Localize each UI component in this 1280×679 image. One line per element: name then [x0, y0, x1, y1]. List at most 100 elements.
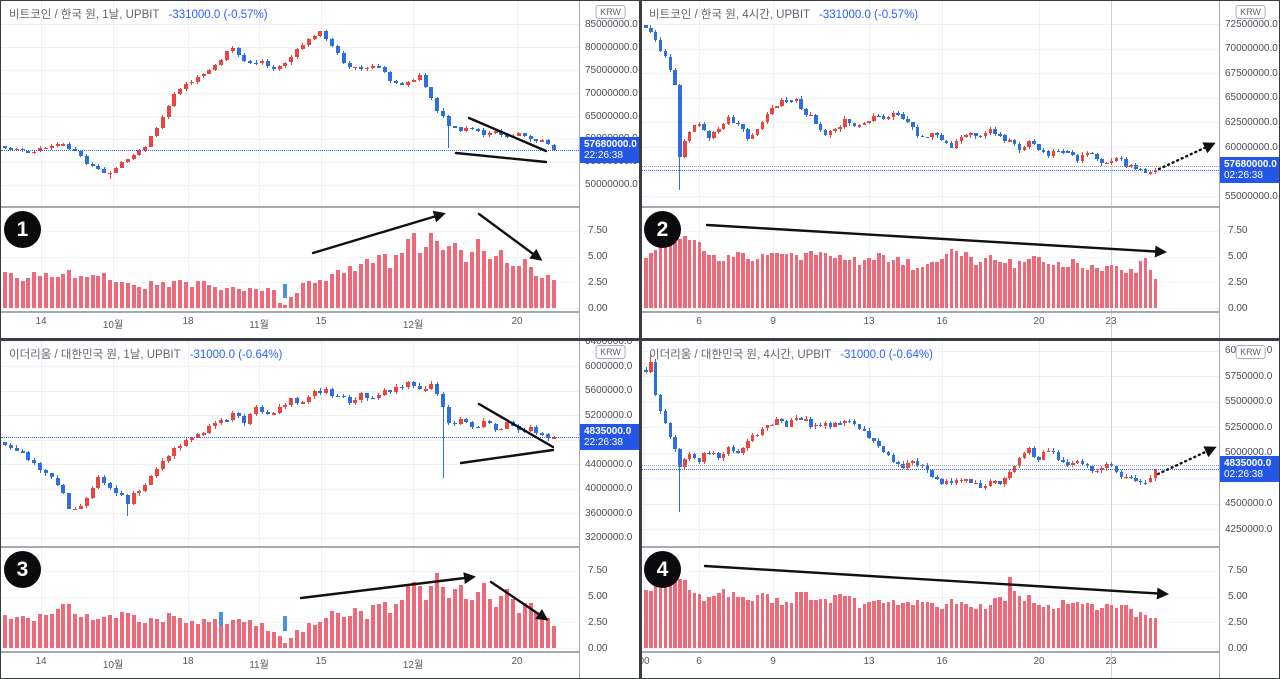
- candle-wick: [1125, 473, 1127, 479]
- candle: [692, 453, 697, 459]
- time-tick-label[interactable]: 23: [1105, 656, 1117, 667]
- candle: [55, 144, 60, 146]
- volume-bar: [260, 623, 264, 648]
- candle: [770, 424, 774, 427]
- candle: [14, 447, 19, 451]
- time-tick-label[interactable]: 15: [315, 316, 327, 327]
- candle: [998, 134, 1002, 136]
- candle: [1017, 458, 1022, 466]
- time-tick-label[interactable]: 20: [511, 316, 523, 327]
- symbol-title[interactable]: 이더리움 / 대한민국 원, 1날, UPBIT: [9, 349, 181, 361]
- volume-bar: [546, 274, 551, 308]
- time-tick-label[interactable]: 9: [770, 316, 776, 327]
- time-tick-label[interactable]: 9: [770, 656, 776, 667]
- chart-legend[interactable]: 비트코인 / 한국 원, 4시간, UPBIT -331000.0 (-0.57%…: [649, 6, 918, 22]
- chart-legend[interactable]: 이더리움 / 대한민국 원, 4시간, UPBIT -31000.0 (-0.64…: [649, 346, 933, 362]
- symbol-title[interactable]: 비트코인 / 한국 원, 1날, UPBIT: [9, 9, 160, 21]
- time-tick-label[interactable]: 6: [696, 316, 702, 327]
- volume-bar: [511, 598, 516, 648]
- time-tick-label[interactable]: 10월: [102, 660, 124, 671]
- price-tick-label: 5000000.0: [1225, 447, 1273, 458]
- chart-legend[interactable]: 이더리움 / 대한민국 원, 1날, UPBIT -31000.0 (-0.64%…: [9, 346, 282, 362]
- chart-panel-btc-daily[interactable]: 비트코인 / 한국 원, 1날, UPBIT -331000.0 (-0.57%)…: [1, 1, 641, 340]
- volume-bar: [499, 595, 504, 648]
- price-axis[interactable]: KRW 4835000.0 02:26:38 6000000.05750000.…: [1219, 341, 1279, 678]
- time-tick-label[interactable]: 11월: [249, 320, 269, 331]
- candle: [417, 385, 422, 390]
- candle: [20, 451, 25, 453]
- time-tick-label[interactable]: 16: [936, 316, 948, 327]
- time-tick-label[interactable]: 18: [182, 316, 194, 327]
- candle: [649, 361, 653, 373]
- time-tick-label[interactable]: 13: [863, 316, 875, 327]
- time-tick-label[interactable]: 6: [696, 656, 702, 667]
- candle: [516, 426, 521, 431]
- time-tick-label[interactable]: 10월: [102, 320, 124, 331]
- time-tick-label[interactable]: 15: [315, 656, 327, 667]
- time-tick-label[interactable]: 12월: [402, 660, 424, 671]
- volume-bar: [8, 618, 13, 648]
- chart-legend[interactable]: 비트코인 / 한국 원, 1날, UPBIT -331000.0 (-0.57%): [9, 6, 268, 22]
- time-tick-label[interactable]: 14: [35, 316, 47, 327]
- chart-panel-eth-4h[interactable]: 이더리움 / 대한민국 원, 4시간, UPBIT -31000.0 (-0.64…: [641, 341, 1279, 678]
- price-axis[interactable]: KRW 57680000.0 02:26:38 72500000.0 700000…: [1219, 1, 1279, 338]
- volume-bar: [84, 614, 89, 648]
- candle: [96, 477, 101, 488]
- volume-bar: [993, 259, 997, 308]
- volume-bar: [954, 603, 959, 648]
- volume-bar: [1027, 594, 1031, 648]
- currency-badge[interactable]: KRW: [1235, 345, 1266, 359]
- time-tick-label[interactable]: 14: [35, 656, 47, 667]
- volume-bar: [1066, 267, 1070, 308]
- volume-bar: [1071, 603, 1075, 648]
- volume-bar: [925, 602, 929, 648]
- time-gridline: [517, 1, 518, 311]
- currency-badge[interactable]: KRW: [595, 5, 626, 19]
- time-tick-label[interactable]: 18: [182, 656, 194, 667]
- candle: [160, 460, 165, 469]
- symbol-title[interactable]: 비트코인 / 한국 원, 4시간, UPBIT: [649, 9, 811, 21]
- price-axis[interactable]: KRW 4835000.0 22:26:38 6400000.0 6000000.…: [579, 341, 641, 678]
- price-pane[interactable]: [1, 341, 641, 678]
- price-axis[interactable]: KRW 57680000.0 22:26:38 85000000.0 800000…: [579, 1, 641, 338]
- candle: [458, 127, 463, 131]
- time-tick-label[interactable]: 20: [1033, 316, 1045, 327]
- volume-bar: [131, 285, 136, 308]
- volume-bar: [828, 602, 832, 648]
- volume-bar: [330, 274, 334, 308]
- volume-bar: [833, 258, 837, 308]
- candle: [702, 124, 706, 131]
- currency-badge[interactable]: KRW: [595, 345, 626, 359]
- price-gridline: [641, 503, 1219, 505]
- time-tick-label[interactable]: 16: [936, 656, 948, 667]
- volume-bar: [789, 602, 794, 648]
- time-tick-label[interactable]: 20: [511, 656, 523, 667]
- chart-panel-btc-4h[interactable]: 비트코인 / 한국 원, 4시간, UPBIT -331000.0 (-0.57%…: [641, 1, 1279, 340]
- time-tick-label[interactable]: 20: [1033, 656, 1045, 667]
- time-tick-label[interactable]: 12월: [402, 320, 424, 331]
- volume-bar: [242, 290, 247, 308]
- time-tick-label[interactable]: 13: [863, 656, 875, 667]
- volume-bar: [828, 256, 832, 308]
- chart-panel-eth-daily[interactable]: 이더리움 / 대한민국 원, 1날, UPBIT -31000.0 (-0.64%…: [1, 341, 641, 678]
- candle: [172, 448, 177, 457]
- candle: [224, 51, 229, 61]
- volume-bar: [330, 610, 334, 648]
- candle: [149, 475, 153, 485]
- candle: [736, 451, 740, 454]
- time-tick-label[interactable]: 11월: [249, 660, 269, 671]
- candle: [964, 135, 968, 138]
- time-tick-label[interactable]: 23: [1105, 316, 1117, 327]
- price-pane[interactable]: [641, 1, 1279, 340]
- candle-wick: [1057, 148, 1059, 153]
- time-tick-label[interactable]: 00: [641, 656, 650, 667]
- symbol-title[interactable]: 이더리움 / 대한민국 원, 4시간, UPBIT: [649, 349, 832, 361]
- volume-bar: [493, 606, 498, 648]
- price-pane[interactable]: [1, 1, 641, 340]
- volume-bar: [213, 286, 218, 308]
- volume-bar: [1119, 269, 1123, 308]
- currency-badge[interactable]: KRW: [1235, 5, 1266, 19]
- candle: [207, 425, 212, 434]
- price-pane[interactable]: [641, 341, 1279, 678]
- candle: [658, 40, 663, 51]
